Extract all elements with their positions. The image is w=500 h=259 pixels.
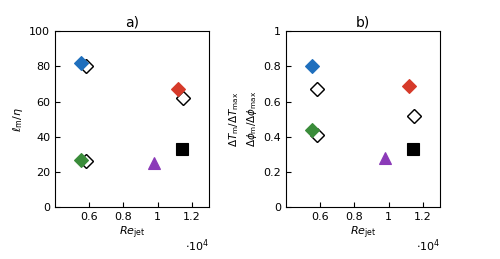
- Text: $\cdot10^4$: $\cdot10^4$: [184, 238, 209, 254]
- Y-axis label: $\ell_\mathrm{m}/\eta$: $\ell_\mathrm{m}/\eta$: [11, 107, 25, 132]
- X-axis label: $Re_\mathrm{jet}$: $Re_\mathrm{jet}$: [119, 225, 145, 241]
- Title: b): b): [356, 16, 370, 30]
- Y-axis label: $\Delta T_\mathrm{m}/\Delta T_\mathrm{max}$
$\Delta\phi_\mathrm{m}/\Delta\phi_\m: $\Delta T_\mathrm{m}/\Delta T_\mathrm{ma…: [228, 91, 259, 147]
- Text: $\cdot10^4$: $\cdot10^4$: [416, 238, 440, 254]
- Title: a): a): [125, 16, 139, 30]
- X-axis label: $Re_\mathrm{jet}$: $Re_\mathrm{jet}$: [350, 225, 376, 241]
